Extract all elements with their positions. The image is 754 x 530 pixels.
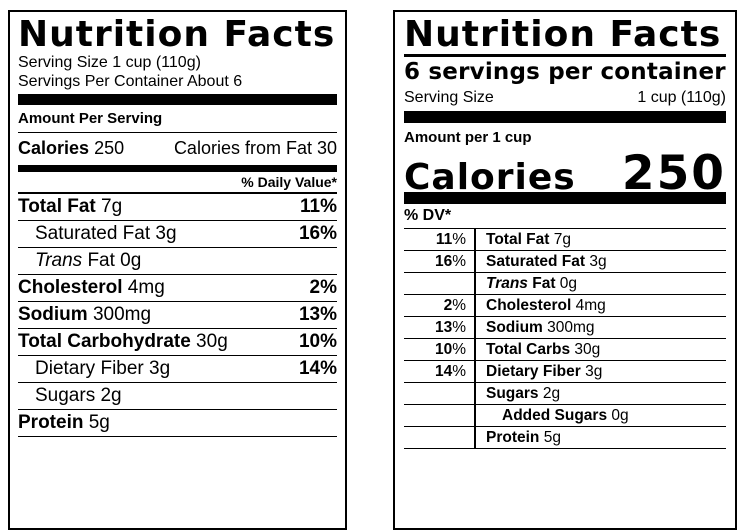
nutrient-amount: 2g <box>95 385 122 406</box>
label-title: Nutrition Facts <box>404 14 722 55</box>
nutrient-name: Trans Fat 0g <box>486 275 578 292</box>
calories-value: Calories 250 <box>18 138 125 158</box>
nutrient-name: Saturated Fat 3g <box>35 223 177 244</box>
table-row: 2% Cholesterol 4mg <box>404 295 726 317</box>
daily-value: 16% <box>298 223 337 244</box>
table-row: 13% Sodium 300mg <box>404 317 726 339</box>
nutrient-name: Sodium 300mg <box>18 304 152 325</box>
table-row: Total Carbohydrate 30g 10% <box>18 329 337 356</box>
nutrient-name: Total Carbohydrate 30g <box>18 331 228 352</box>
nutrient-amount: 3g <box>143 358 171 379</box>
nutrient-name: Cholesterol 4mg <box>18 277 165 298</box>
daily-value: 10% <box>404 339 476 360</box>
daily-value: 11% <box>404 229 476 250</box>
nutrient-amount: 3g <box>585 253 607 270</box>
nutrient-amount: 30g <box>190 331 228 352</box>
table-row: Sugars 2g <box>404 383 726 405</box>
daily-value-header: % DV* <box>404 204 726 229</box>
nutrient-name: Added Sugars 0g <box>502 407 629 424</box>
daily-value <box>404 383 476 404</box>
table-row: Sodium 300mg 13% <box>18 302 337 329</box>
nutrient-name: Total Fat 7g <box>18 196 123 217</box>
daily-value-header: % Daily Value* <box>18 172 337 194</box>
nutrient-name: Total Fat 7g <box>486 231 571 248</box>
nutrient-amount: 7g <box>95 196 123 217</box>
nutrient-table: Total Fat 7g 11% Saturated Fat 3g 16% Trans … <box>18 194 337 437</box>
table-row: Trans Fat 0g <box>404 273 726 295</box>
calories-value: 250 <box>621 146 726 201</box>
table-row: Cholesterol 4mg 2% <box>18 275 337 302</box>
daily-value: 10% <box>298 331 337 352</box>
nutrient-amount: 2g <box>538 385 561 402</box>
daily-value: 11% <box>300 196 337 217</box>
daily-value: 13% <box>404 317 476 338</box>
serving-size-row: Serving Size 1 cup (110g) <box>404 88 726 111</box>
nutrient-amount: 3g <box>580 363 603 380</box>
nutrient-name: Sugars 2g <box>486 385 561 402</box>
label-title: Nutrition Facts <box>18 14 336 55</box>
table-row: Sugars 2g <box>18 383 337 410</box>
nutrient-name: Saturated Fat 3g <box>486 253 607 270</box>
nutrient-amount: 30g <box>570 341 601 358</box>
classic-nutrition-label: Nutrition Facts Serving Size 1 cup (110g… <box>8 10 347 530</box>
nutrient-amount: 7g <box>549 231 571 248</box>
nutrient-name: Cholesterol 4mg <box>486 297 606 314</box>
nutrient-amount: 0g <box>555 275 578 292</box>
separator-bar <box>404 192 726 204</box>
table-row: Saturated Fat 3g 16% <box>18 221 337 248</box>
nutrient-name: Dietary Fiber 3g <box>35 358 171 379</box>
daily-value: 2% <box>404 295 476 316</box>
nutrient-amount: 4mg <box>571 297 606 314</box>
serving-size: Serving Size 1 cup (110g) <box>18 54 201 71</box>
daily-value: 14% <box>404 361 476 382</box>
nutrient-name: Trans Fat 0g <box>35 250 142 271</box>
table-row: Trans Fat 0g <box>18 248 337 275</box>
nutrient-amount: 4mg <box>122 277 165 298</box>
new-nutrition-label: Nutrition Facts 6 servings per container… <box>393 10 737 530</box>
separator-rule <box>404 54 726 57</box>
daily-value <box>404 405 476 426</box>
nutrient-name: Protein 5g <box>486 429 561 446</box>
serving-size-value: 1 cup (110g) <box>637 89 726 106</box>
nutrient-table: 11% Total Fat 7g 16% Saturated Fat 3g Trans … <box>404 229 726 449</box>
nutrient-amount: 5g <box>83 412 110 433</box>
nutrient-amount: 5g <box>539 429 561 446</box>
daily-value: 16% <box>404 251 476 272</box>
separator-bar <box>18 94 337 105</box>
separator-bar <box>18 165 337 172</box>
table-row: Dietary Fiber 3g 14% <box>18 356 337 383</box>
daily-value <box>404 273 476 294</box>
nutrient-name: Total Carbs 30g <box>486 341 601 358</box>
daily-value: 2% <box>309 277 337 298</box>
nutrient-amount: 0g <box>114 250 142 271</box>
daily-value <box>404 427 476 448</box>
table-row: 10% Total Carbs 30g <box>404 339 726 361</box>
table-row: 16% Saturated Fat 3g <box>404 251 726 273</box>
calories-row: Calories 250 <box>404 146 726 201</box>
amount-per-serving-header: Amount per 1 cup <box>404 129 532 146</box>
nutrient-amount: 0g <box>607 407 629 424</box>
amount-per-serving-header: Amount Per Serving <box>18 105 337 133</box>
table-row: Protein 5g <box>404 427 726 449</box>
daily-value: 13% <box>298 304 337 325</box>
nutrient-name: Sodium 300mg <box>486 319 595 336</box>
calories-label: Calories <box>404 157 576 198</box>
nutrient-amount: 300mg <box>87 304 152 325</box>
calories-row: Calories 250 Calories from Fat 30 <box>18 133 337 165</box>
table-row: 14% Dietary Fiber 3g <box>404 361 726 383</box>
nutrient-name: Sugars 2g <box>35 385 122 406</box>
servings-per-container: Servings Per Container About 6 <box>18 72 243 90</box>
servings-per-container: 6 servings per container <box>404 59 726 85</box>
serving-size-label: Serving Size <box>404 89 494 106</box>
table-row: Total Fat 7g 11% <box>18 194 337 221</box>
nutrient-name: Dietary Fiber 3g <box>486 363 603 380</box>
separator-bar <box>404 111 726 123</box>
nutrient-amount: 3g <box>150 223 177 244</box>
nutrient-amount: 300mg <box>542 319 595 336</box>
table-row: 11% Total Fat 7g <box>404 229 726 251</box>
calories-from-fat: Calories from Fat 30 <box>173 138 337 158</box>
daily-value: 14% <box>298 358 337 379</box>
nutrient-name: Protein 5g <box>18 412 110 433</box>
